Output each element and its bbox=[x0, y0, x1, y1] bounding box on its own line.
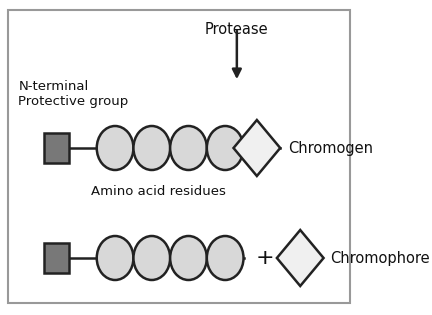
Bar bbox=[44, 243, 69, 273]
Bar bbox=[44, 133, 69, 163]
Circle shape bbox=[170, 236, 207, 280]
Text: Amino acid residues: Amino acid residues bbox=[91, 185, 226, 198]
Polygon shape bbox=[277, 230, 324, 286]
Text: Protease: Protease bbox=[205, 22, 269, 37]
Circle shape bbox=[97, 126, 133, 170]
Circle shape bbox=[133, 236, 170, 280]
Circle shape bbox=[207, 236, 244, 280]
Circle shape bbox=[170, 126, 207, 170]
Text: +: + bbox=[256, 248, 274, 268]
Circle shape bbox=[97, 236, 133, 280]
Text: Chromophore: Chromophore bbox=[330, 250, 430, 266]
Polygon shape bbox=[234, 120, 280, 176]
Text: Chromogen: Chromogen bbox=[288, 140, 373, 156]
Text: N-terminal
Protective group: N-terminal Protective group bbox=[18, 80, 129, 108]
Circle shape bbox=[133, 126, 170, 170]
Circle shape bbox=[207, 126, 244, 170]
